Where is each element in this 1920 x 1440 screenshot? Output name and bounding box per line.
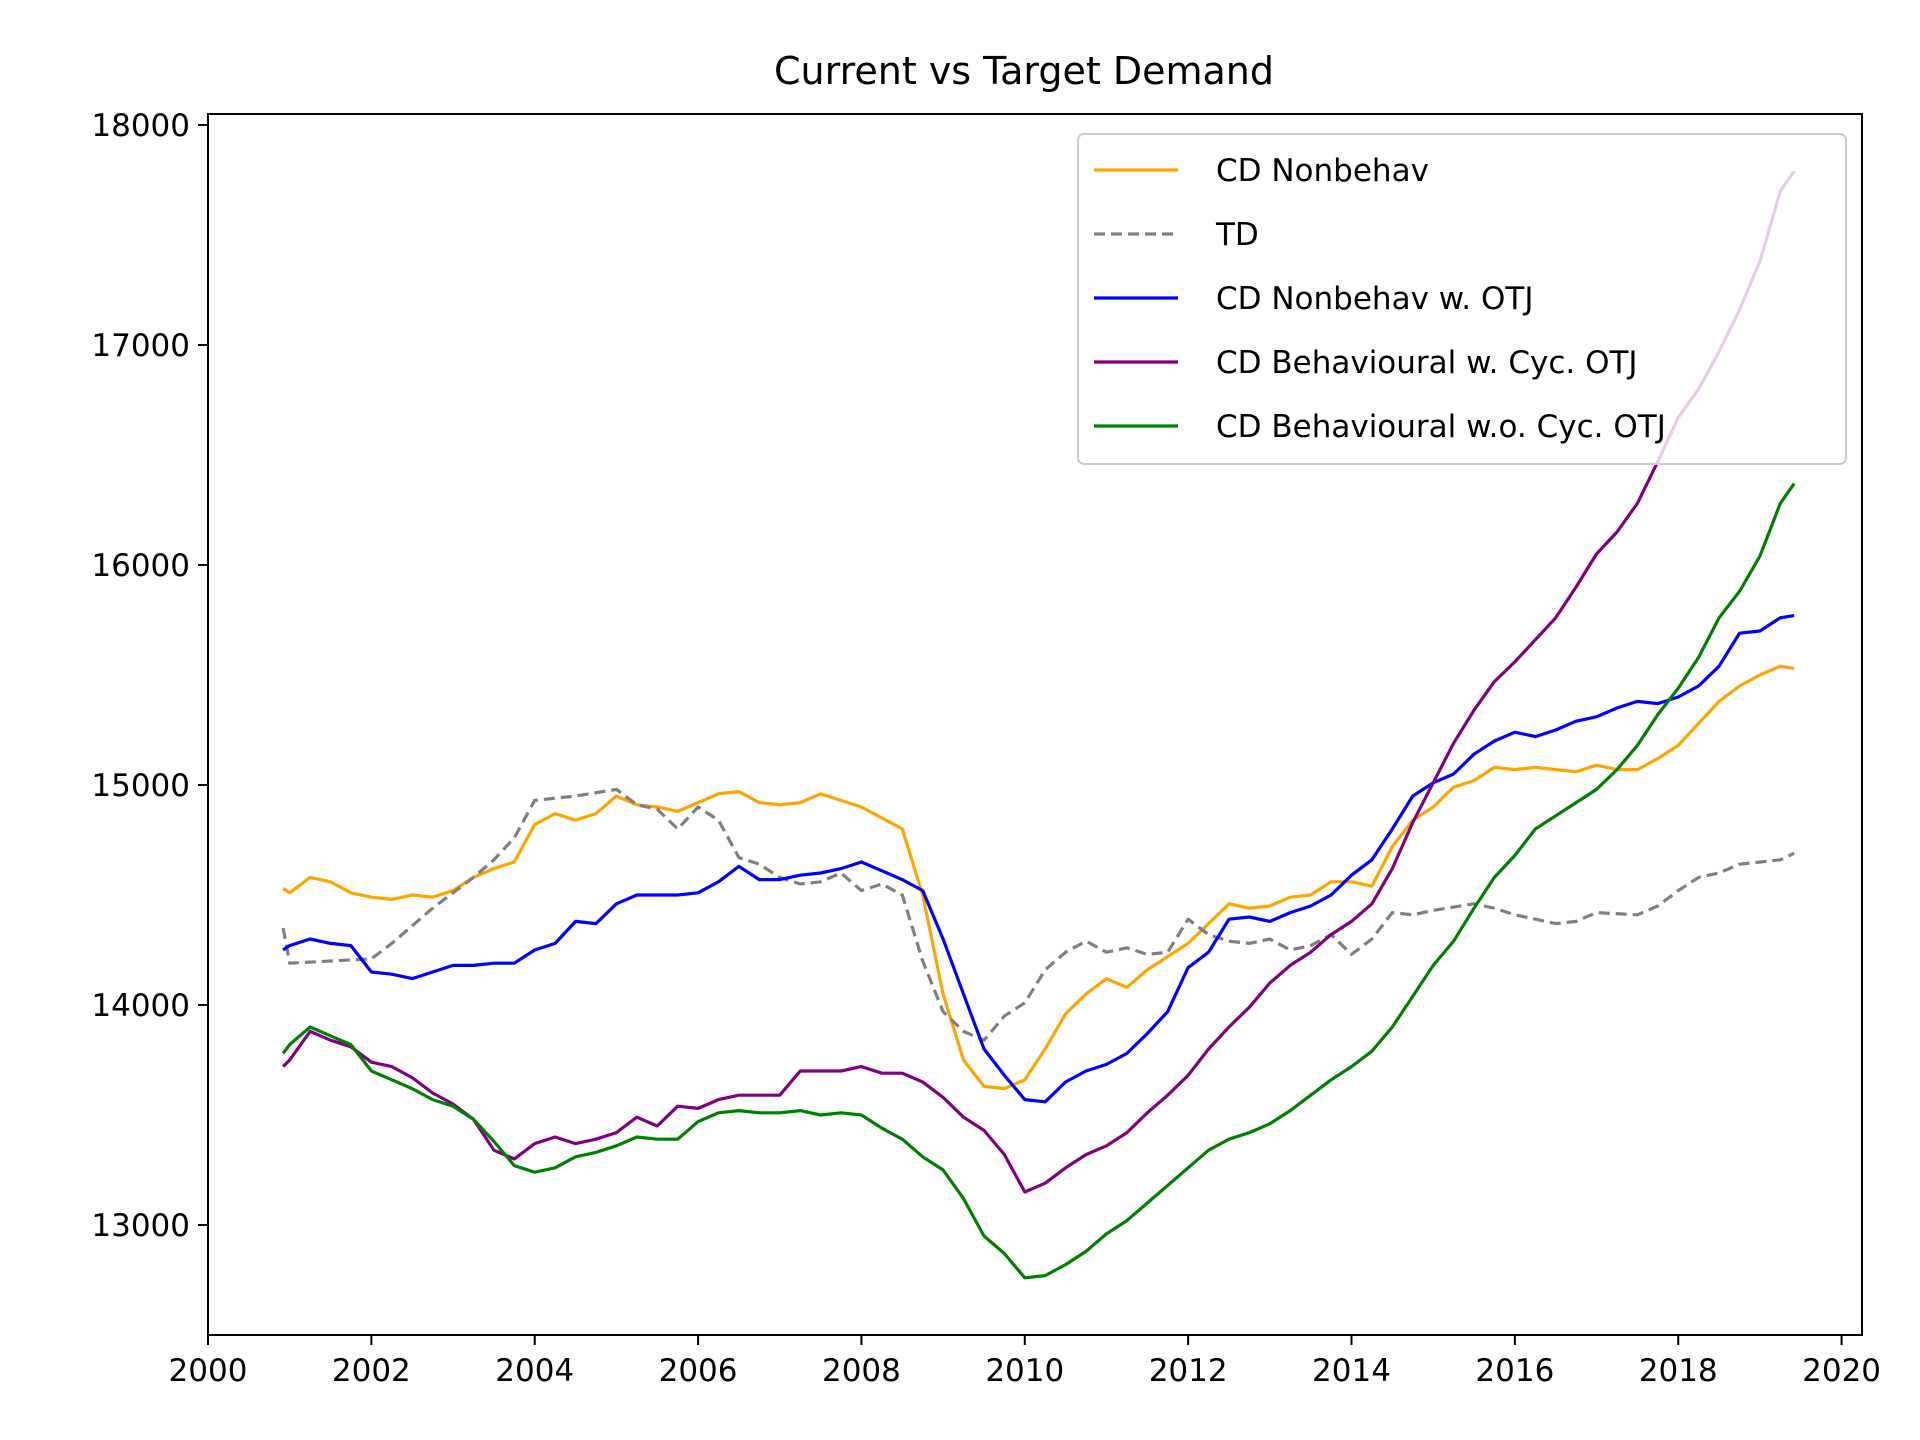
x-tick-label: 2020	[1802, 1353, 1881, 1389]
legend: CD Nonbehav TD CD Nonbehav w. OTJ CD Behavi…	[1077, 133, 1847, 465]
legend-label: CD Behavioural w.o. Cyc. OTJ	[1216, 409, 1666, 445]
legend-box	[1077, 133, 1847, 465]
legend-label: CD Behavioural w. Cyc. OTJ	[1216, 345, 1638, 381]
series-line-3	[281, 170, 1796, 1194]
x-tick-label: 2008	[822, 1353, 901, 1389]
x-tick-label: 2010	[985, 1353, 1064, 1389]
y-tick-label: 15000	[91, 768, 190, 804]
series-line-2	[282, 614, 1795, 1104]
x-tick-label: 2014	[1312, 1353, 1391, 1389]
y-tick-label: 13000	[91, 1208, 190, 1244]
legend-label: CD Nonbehav w. OTJ	[1216, 281, 1533, 317]
y-tick-label: 18000	[91, 108, 190, 144]
x-tick-label: 2012	[1149, 1353, 1228, 1389]
y-axis: 13000 14000 15000 16000 17000 18000	[91, 108, 208, 1244]
y-tick-label: 14000	[91, 988, 190, 1024]
series-layer	[281, 170, 1796, 1280]
x-axis: 2000 2002 2004 2006 2008 2010 2012 2014 2016 2018…	[169, 1335, 1881, 1389]
x-tick-label: 2016	[1475, 1353, 1554, 1389]
y-tick-label: 17000	[91, 328, 190, 364]
y-tick-label: 16000	[91, 548, 190, 584]
series-line-0	[282, 664, 1795, 1091]
x-tick-label: 2000	[169, 1353, 248, 1389]
x-tick-label: 2006	[659, 1353, 738, 1389]
x-tick-label: 2018	[1639, 1353, 1718, 1389]
series-line-4	[281, 482, 1796, 1280]
legend-label: CD Nonbehav	[1216, 153, 1429, 189]
chart-title: Current vs Target Demand	[774, 49, 1274, 93]
x-tick-label: 2004	[495, 1353, 574, 1389]
x-tick-label: 2002	[332, 1353, 411, 1389]
series-line-1	[281, 787, 1795, 1042]
legend-label: TD	[1215, 217, 1259, 253]
plot-frame	[207, 113, 1863, 1336]
